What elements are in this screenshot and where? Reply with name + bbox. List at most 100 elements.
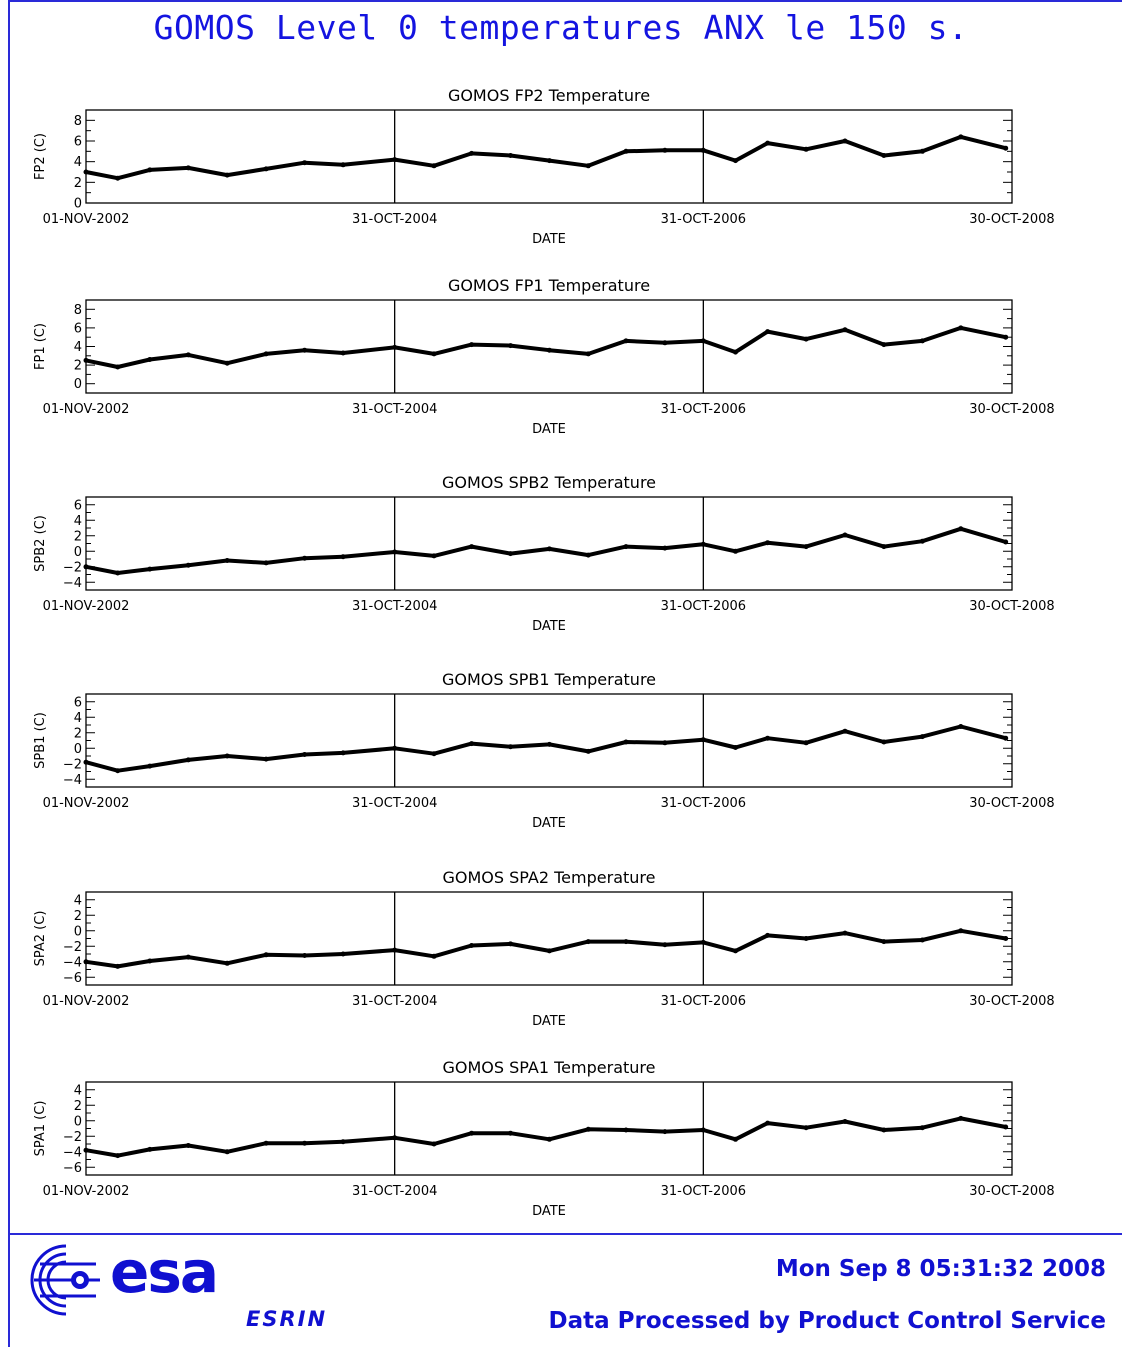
data-point: [662, 1129, 668, 1135]
data-point: [585, 351, 591, 357]
data-point: [881, 1127, 887, 1133]
y-tick-label: 0: [74, 377, 82, 392]
data-point: [263, 1140, 269, 1146]
data-point: [185, 562, 191, 568]
data-point: [224, 960, 230, 966]
esrin-label: ESRIN: [246, 1307, 328, 1331]
y-tick-label: −2: [63, 757, 82, 772]
footer-divider: [8, 1233, 1122, 1235]
data-point: [83, 357, 89, 363]
y-tick-label: 2: [74, 726, 82, 741]
data-point: [147, 763, 153, 769]
data-point: [803, 336, 809, 342]
y-tick-label: −4: [63, 773, 82, 788]
data-point: [392, 947, 398, 953]
x-tick-label: 01-NOV-2002: [43, 212, 130, 227]
data-point: [546, 1136, 552, 1142]
data-point: [147, 566, 153, 572]
data-point: [340, 750, 346, 756]
x-tick-label: 31-OCT-2004: [352, 796, 437, 811]
data-point: [83, 564, 89, 570]
data-point: [508, 1130, 513, 1136]
chart-2: GOMOS SPB2 Temperature 01-NOV-2002 31-OCT-…: [33, 473, 1055, 634]
data-point: [224, 753, 230, 759]
series-line: [85, 724, 1007, 773]
x-tick-label: 30-OCT-2008: [969, 1184, 1054, 1199]
data-point: [392, 157, 398, 163]
y-tick-label: 0: [74, 742, 82, 757]
chart-title: GOMOS SPB2 Temperature: [442, 473, 656, 492]
x-tick-label: 01-NOV-2002: [43, 994, 130, 1009]
data-point: [185, 1143, 191, 1148]
data-point: [546, 948, 552, 954]
y-tick-label: 4: [74, 1083, 82, 1098]
data-point: [263, 756, 269, 762]
data-point: [585, 163, 591, 169]
data-point: [469, 741, 475, 747]
data-point: [224, 558, 230, 563]
data-point: [958, 526, 964, 532]
y-tick-label: 6: [74, 695, 82, 710]
x-tick-label: 01-NOV-2002: [43, 1184, 130, 1199]
chart-3: GOMOS SPB1 Temperature 01-NOV-2002 31-OCT-…: [33, 670, 1055, 831]
data-point: [733, 745, 738, 750]
data-point: [881, 342, 887, 348]
data-point: [662, 340, 668, 346]
x-axis-label: DATE: [532, 816, 566, 831]
data-point: [147, 1146, 153, 1152]
x-tick-label: 30-OCT-2008: [969, 994, 1054, 1009]
data-point: [1003, 145, 1009, 151]
y-tick-label: 2: [74, 909, 82, 924]
y-tick-label: 0: [74, 1114, 82, 1129]
y-tick-label: 6: [74, 498, 82, 513]
data-point: [662, 740, 668, 746]
data-point: [115, 175, 121, 181]
data-point: [881, 739, 887, 745]
data-point: [302, 160, 308, 166]
data-point: [842, 532, 848, 538]
data-point: [765, 329, 771, 335]
data-point: [1003, 1124, 1009, 1130]
data-point: [546, 347, 552, 353]
data-point: [431, 351, 437, 357]
data-point: [469, 544, 475, 550]
data-point: [585, 1126, 591, 1132]
data-point: [263, 952, 269, 958]
data-point: [302, 953, 308, 958]
data-point: [263, 351, 269, 357]
x-tick-label: 31-OCT-2006: [661, 402, 746, 417]
x-tick-label: 31-OCT-2004: [352, 994, 437, 1009]
data-point: [585, 748, 591, 754]
data-point: [431, 163, 437, 169]
data-point: [302, 1140, 308, 1146]
y-axis-label: FP2 (C): [33, 133, 48, 180]
data-point: [919, 538, 925, 544]
x-tick-label: 31-OCT-2004: [352, 212, 437, 227]
data-point: [803, 1125, 809, 1131]
chart-title: GOMOS FP1 Temperature: [448, 276, 650, 295]
data-point: [765, 540, 771, 546]
x-axis-label: DATE: [532, 1014, 566, 1029]
x-tick-label: 31-OCT-2006: [661, 212, 746, 227]
data-point: [585, 552, 591, 558]
data-point: [958, 724, 964, 729]
y-tick-label: 0: [74, 545, 82, 560]
data-point: [623, 544, 629, 550]
data-point: [803, 740, 809, 746]
data-point: [115, 963, 121, 969]
page-frame: [8, 0, 1122, 1347]
data-point: [1003, 334, 1009, 340]
data-point: [508, 744, 513, 750]
y-tick-label: −2: [63, 940, 82, 955]
y-tick-label: 4: [74, 340, 82, 355]
data-point: [340, 162, 346, 168]
data-point: [842, 1119, 848, 1124]
data-point: [1003, 936, 1009, 941]
data-point: [733, 948, 738, 954]
y-tick-label: −4: [63, 576, 82, 591]
data-point: [224, 172, 230, 178]
data-point: [842, 728, 848, 734]
data-point: [623, 1127, 629, 1133]
y-tick-label: −2: [63, 1130, 82, 1145]
